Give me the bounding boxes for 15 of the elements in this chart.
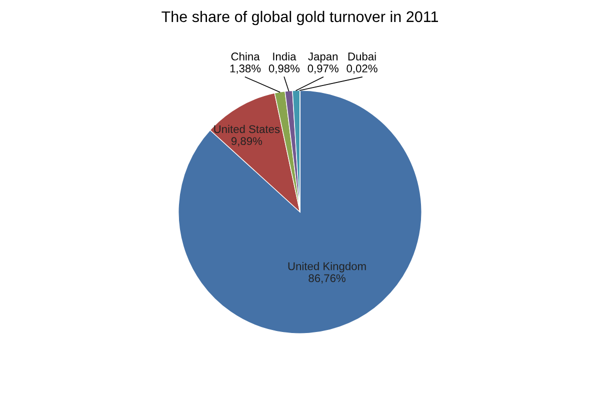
data-label: 0,02% bbox=[346, 64, 378, 74]
slice-label: Dubai bbox=[348, 52, 376, 60]
chart-title: The share of global gold turnover in 2011 bbox=[162, 10, 438, 26]
data-label: 86,76% bbox=[308, 274, 346, 284]
pie-slice bbox=[178, 90, 422, 334]
pie-slice bbox=[210, 92, 300, 212]
slice-label: Japan bbox=[308, 52, 338, 63]
data-label: 0,98% bbox=[268, 64, 300, 74]
data-label: 0,97% bbox=[308, 64, 338, 74]
slice-label: India bbox=[273, 52, 296, 60]
data-label: 9,89% bbox=[231, 137, 262, 146]
slice-label: United States bbox=[214, 124, 280, 134]
data-label: 1,38% bbox=[230, 64, 261, 74]
slice-label: United Kingdom bbox=[288, 262, 366, 272]
slice-label: China bbox=[231, 52, 260, 60]
